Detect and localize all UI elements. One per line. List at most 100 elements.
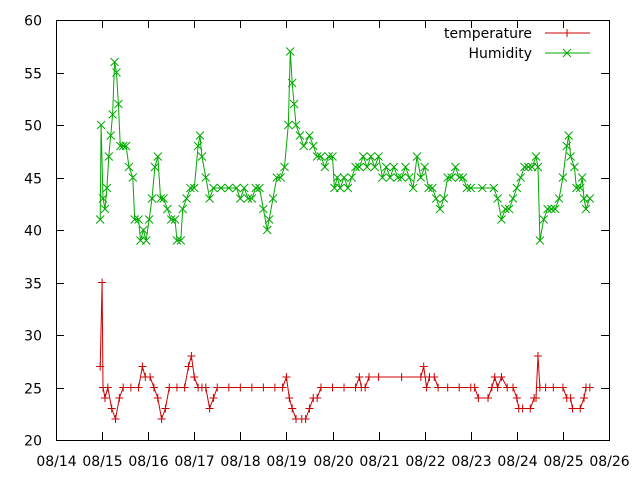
data-point-humidity (291, 120, 301, 130)
y-tick-label: 30 (24, 329, 42, 345)
data-point-humidity (404, 173, 414, 182)
data-point-humidity (512, 183, 522, 193)
data-point-temperature (340, 383, 349, 392)
data-point-temperature (422, 383, 431, 392)
data-point-humidity (558, 173, 568, 182)
data-point-humidity (268, 194, 278, 203)
series-humidity (95, 47, 595, 245)
data-point-humidity (489, 183, 499, 193)
data-point-temperature (532, 394, 541, 402)
data-point-humidity (316, 152, 326, 161)
x-tick-label: 08/16 (128, 454, 168, 470)
x-tick-label: 08/24 (497, 454, 537, 470)
data-point-humidity (332, 173, 342, 182)
data-point-temperature (585, 383, 594, 392)
data-point-humidity (547, 204, 556, 214)
data-point-humidity (176, 236, 186, 245)
data-point-temperature (184, 362, 193, 371)
data-point-humidity (577, 173, 587, 182)
data-point-humidity (374, 152, 383, 161)
data-point-temperature (149, 383, 158, 392)
data-point-humidity (355, 162, 364, 172)
data-point-humidity (397, 173, 406, 182)
data-point-temperature (541, 383, 550, 392)
data-point-temperature (355, 373, 364, 381)
x-tick-label: 08/14 (36, 454, 76, 470)
legend: temperature Humidity (444, 26, 590, 62)
data-point-humidity (535, 236, 545, 245)
data-point-temperature (107, 404, 116, 413)
data-point-humidity (139, 225, 148, 235)
data-point-temperature (172, 383, 181, 392)
data-point-temperature (580, 394, 589, 402)
data-point-humidity (564, 131, 574, 140)
data-point-temperature (568, 404, 577, 413)
data-point-temperature (111, 415, 120, 423)
y-tick-label: 50 (24, 119, 42, 135)
data-point-temperature (455, 383, 464, 392)
data-point-humidity (224, 183, 234, 193)
legend-marker-temperature (563, 29, 571, 37)
data-point-humidity (370, 162, 380, 172)
data-point-temperature (285, 394, 294, 402)
data-point-humidity (102, 183, 112, 193)
data-point-humidity (439, 194, 449, 203)
y-tick-label: 40 (24, 224, 42, 240)
series-line-humidity (99, 51, 591, 241)
data-point-humidity (424, 183, 433, 193)
data-point-humidity (335, 183, 345, 193)
data-point-temperature (361, 383, 370, 392)
data-point-humidity (435, 204, 445, 214)
data-point-humidity (550, 204, 560, 214)
legend-marker-humidity (562, 48, 572, 58)
data-point-humidity (287, 78, 297, 88)
data-point-temperature (153, 394, 162, 402)
data-point-temperature (98, 278, 107, 287)
data-point-humidity (539, 215, 549, 224)
data-point-humidity (416, 173, 426, 182)
data-point-temperature (497, 373, 506, 381)
data-point-temperature (161, 404, 170, 413)
data-point-humidity (108, 110, 117, 119)
data-point-humidity (305, 131, 314, 140)
data-point-humidity (531, 152, 541, 161)
y-tick-label: 45 (24, 172, 42, 188)
data-point-humidity (504, 204, 514, 214)
data-point-humidity (339, 173, 349, 182)
data-point-humidity (562, 141, 572, 151)
data-point-humidity (124, 162, 134, 172)
data-point-humidity (362, 162, 372, 172)
data-point-temperature (236, 383, 245, 392)
data-point-humidity (262, 225, 272, 235)
data-point-humidity (189, 183, 199, 193)
y-tick-label: 60 (24, 14, 42, 30)
x-tick-label: 08/26 (589, 454, 629, 470)
data-point-humidity (570, 162, 579, 172)
data-point-humidity (516, 173, 526, 182)
y-axis: 20 25 30 35 40 45 50 55 60 (24, 14, 609, 450)
data-point-humidity (96, 120, 106, 130)
data-point-temperature (484, 394, 493, 402)
data-point-humidity (451, 162, 460, 172)
data-point-humidity (216, 183, 226, 193)
data-point-humidity (343, 183, 353, 193)
data-point-humidity (201, 173, 211, 182)
x-axis: 08/14 08/15 08/16 08/17 08/18 08/19 08/20 08/21… (36, 20, 630, 470)
data-point-humidity (251, 183, 261, 193)
data-point-humidity (581, 204, 591, 214)
data-point-temperature (282, 373, 291, 381)
data-point-temperature (566, 394, 575, 402)
data-point-temperature (190, 373, 199, 381)
x-tick-label: 08/25 (543, 454, 583, 470)
data-point-humidity (524, 162, 533, 172)
data-point-humidity (312, 152, 322, 161)
y-tick-label: 55 (24, 67, 42, 83)
data-point-humidity (134, 215, 143, 224)
data-point-temperature (180, 383, 189, 392)
data-point-humidity (466, 183, 476, 193)
legend-label-temperature: temperature (444, 26, 532, 42)
data-point-temperature (416, 373, 425, 381)
data-point-humidity (454, 173, 464, 182)
data-point-humidity (572, 183, 581, 193)
